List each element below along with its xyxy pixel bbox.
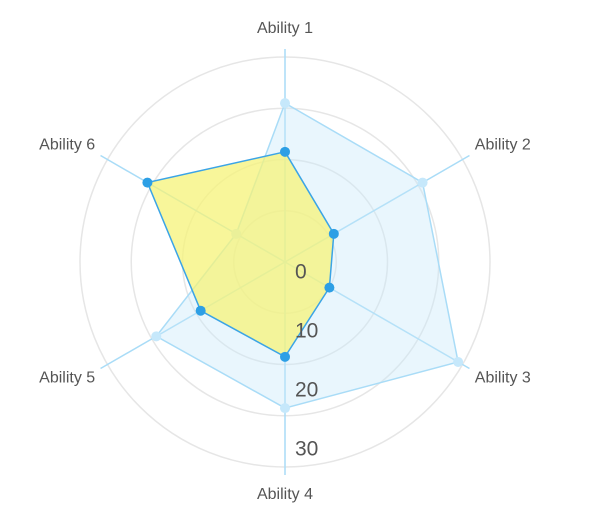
axis-label: Ability 1 xyxy=(257,20,313,37)
r-tick-label: 20 xyxy=(295,378,318,401)
series-point xyxy=(280,403,290,414)
series-point xyxy=(328,228,339,239)
series-point xyxy=(151,331,162,342)
series-point xyxy=(142,177,153,188)
series-point xyxy=(280,146,290,157)
series-point xyxy=(453,356,464,367)
axis-label: Ability 4 xyxy=(257,486,313,503)
series-point xyxy=(280,98,290,109)
axis-label: Ability 5 xyxy=(39,370,95,387)
series-point xyxy=(417,177,428,188)
r-tick-label: 30 xyxy=(295,437,318,460)
r-tick-label: 0 xyxy=(295,261,307,284)
axis-label: Ability 2 xyxy=(475,137,531,154)
series-point xyxy=(280,351,290,362)
r-tick-label: 10 xyxy=(295,319,318,342)
axis-label: Ability 6 xyxy=(39,137,95,154)
axis-label: Ability 3 xyxy=(475,370,531,387)
series-point xyxy=(195,305,206,316)
series-point xyxy=(324,282,335,293)
